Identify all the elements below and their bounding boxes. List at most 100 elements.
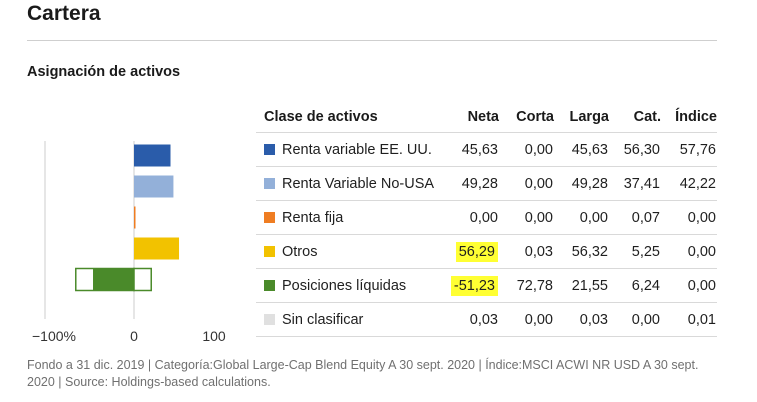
value-neta: -51,23 xyxy=(450,275,498,296)
header-asset-class: Clase de activos xyxy=(264,108,378,125)
legend-swatch xyxy=(264,143,275,155)
value-cell-corta: 0,00 xyxy=(499,200,554,235)
value-cell-indice: 0,01 xyxy=(661,302,717,337)
header-short: Corta xyxy=(516,108,554,125)
value-cell-cat: 37,41 xyxy=(609,166,661,201)
value-corta: 0,00 xyxy=(524,311,553,328)
value-corta: 0,00 xyxy=(524,209,553,226)
value-cat: 0,07 xyxy=(631,209,660,226)
value-larga: 45,63 xyxy=(571,141,608,158)
value-indice: 0,01 xyxy=(687,311,716,328)
asset-class-cell: Renta variable EE. UU. xyxy=(256,132,443,167)
value-cat: 5,25 xyxy=(631,243,660,260)
legend-swatch xyxy=(264,211,275,223)
table-row: Renta variable EE. UU. 45,63 0,00 45,63 56,3… xyxy=(256,132,717,167)
bar-net xyxy=(134,175,174,198)
asset-allocation-table: Clase de activos Neta Corta Larga Cat. Í… xyxy=(256,101,717,337)
value-corta: 0,03 xyxy=(524,243,553,260)
header-index: Índice xyxy=(675,108,717,125)
value-neta: 56,29 xyxy=(455,241,498,262)
value-cat: 56,30 xyxy=(623,141,660,158)
x-tick-label: 0 xyxy=(130,328,138,344)
asset-class-label: Renta Variable No-USA xyxy=(282,175,435,192)
value-cell-neta: -51,23 xyxy=(443,268,499,303)
title-divider xyxy=(27,40,717,41)
value-cell-indice: 42,22 xyxy=(661,166,717,201)
value-cell-neta: 45,63 xyxy=(443,132,499,167)
value-cell-corta: 0,00 xyxy=(499,132,554,167)
asset-class-cell: Renta Variable No-USA xyxy=(256,166,443,201)
table-row: Posiciones líquidas -51,23 72,78 21,55 6,24 0… xyxy=(256,268,717,303)
table-row: Renta fija 0,00 0,00 0,00 0,07 0,00 xyxy=(256,200,717,235)
value-cell-cat: 0,07 xyxy=(609,200,661,235)
value-cell-cat: 56,30 xyxy=(609,132,661,167)
legend-swatch xyxy=(264,177,275,189)
value-neta: 0,00 xyxy=(469,209,498,226)
value-indice: 0,00 xyxy=(687,277,716,294)
value-cell-larga: 0,03 xyxy=(554,302,609,337)
asset-class-cell: Posiciones líquidas xyxy=(256,268,443,303)
value-cell-cat: 6,24 xyxy=(609,268,661,303)
value-cell-larga: 49,28 xyxy=(554,166,609,201)
value-cell-indice: 0,00 xyxy=(661,200,717,235)
asset-allocation-chart: −100% 0 100 xyxy=(32,141,226,344)
value-cell-indice: 0,00 xyxy=(661,234,717,269)
footnote: Fondo a 31 dic. 2019 | Categoría:Global … xyxy=(27,358,699,389)
asset-class-label: Renta fija xyxy=(282,209,344,226)
value-larga: 56,32 xyxy=(571,243,608,260)
header-long: Larga xyxy=(569,108,610,125)
value-cell-larga: 21,55 xyxy=(554,268,609,303)
value-cell-neta: 0,03 xyxy=(443,302,499,337)
value-larga: 0,00 xyxy=(579,209,608,226)
value-larga: 49,28 xyxy=(571,175,608,192)
value-cell-corta: 0,03 xyxy=(499,234,554,269)
legend-swatch xyxy=(264,313,275,325)
value-cell-indice: 0,00 xyxy=(661,268,717,303)
value-cell-indice: 57,76 xyxy=(661,132,717,167)
bar-net xyxy=(134,206,136,229)
value-indice: 42,22 xyxy=(679,175,716,192)
value-cell-neta: 49,28 xyxy=(443,166,499,201)
value-cell-larga: 45,63 xyxy=(554,132,609,167)
value-cell-larga: 0,00 xyxy=(554,200,609,235)
value-cat: 0,00 xyxy=(631,311,660,328)
value-indice: 0,00 xyxy=(687,243,716,260)
asset-class-label: Otros xyxy=(282,243,318,260)
value-indice: 57,76 xyxy=(679,141,716,158)
value-cell-larga: 56,32 xyxy=(554,234,609,269)
value-cell-corta: 0,00 xyxy=(499,166,554,201)
bar-long xyxy=(133,267,152,292)
legend-swatch xyxy=(264,279,275,291)
bar-net xyxy=(93,268,134,291)
value-indice: 0,00 xyxy=(687,209,716,226)
value-corta: 0,00 xyxy=(524,175,553,192)
asset-class-label: Sin clasificar xyxy=(282,311,364,328)
value-cat: 6,24 xyxy=(631,277,660,294)
asset-class-label: Renta variable EE. UU. xyxy=(282,141,432,158)
value-larga: 0,03 xyxy=(579,311,608,328)
bar-net xyxy=(134,237,180,260)
value-cell-corta: 72,78 xyxy=(499,268,554,303)
value-larga: 21,55 xyxy=(571,277,608,294)
value-cat: 37,41 xyxy=(623,175,660,192)
table-row: Sin clasificar 0,03 0,00 0,03 0,00 0,01 xyxy=(256,302,717,337)
value-corta: 72,78 xyxy=(516,277,553,294)
asset-class-cell: Otros xyxy=(256,234,443,269)
bar-net xyxy=(134,144,171,167)
section-title: Asignación de activos xyxy=(27,64,181,80)
header-category: Cat. xyxy=(633,108,661,125)
table-row: Otros 56,29 0,03 56,32 5,25 0,00 xyxy=(256,234,717,269)
table-row: Renta Variable No-USA 49,28 0,00 49,28 37,41… xyxy=(256,166,717,201)
x-tick-label: −100% xyxy=(32,328,76,344)
value-cell-corta: 0,00 xyxy=(499,302,554,337)
value-cell-cat: 5,25 xyxy=(609,234,661,269)
asset-class-label: Posiciones líquidas xyxy=(282,277,407,294)
page-title: Cartera xyxy=(27,2,101,25)
value-corta: 0,00 xyxy=(524,141,553,158)
value-neta: 49,28 xyxy=(461,175,498,192)
value-neta: 0,03 xyxy=(469,311,498,328)
asset-class-cell: Renta fija xyxy=(256,200,443,235)
value-cell-cat: 0,00 xyxy=(609,302,661,337)
table-header-row: Clase de activos Neta Corta Larga Cat. Í… xyxy=(256,101,717,133)
x-tick-label: 100 xyxy=(202,328,226,344)
